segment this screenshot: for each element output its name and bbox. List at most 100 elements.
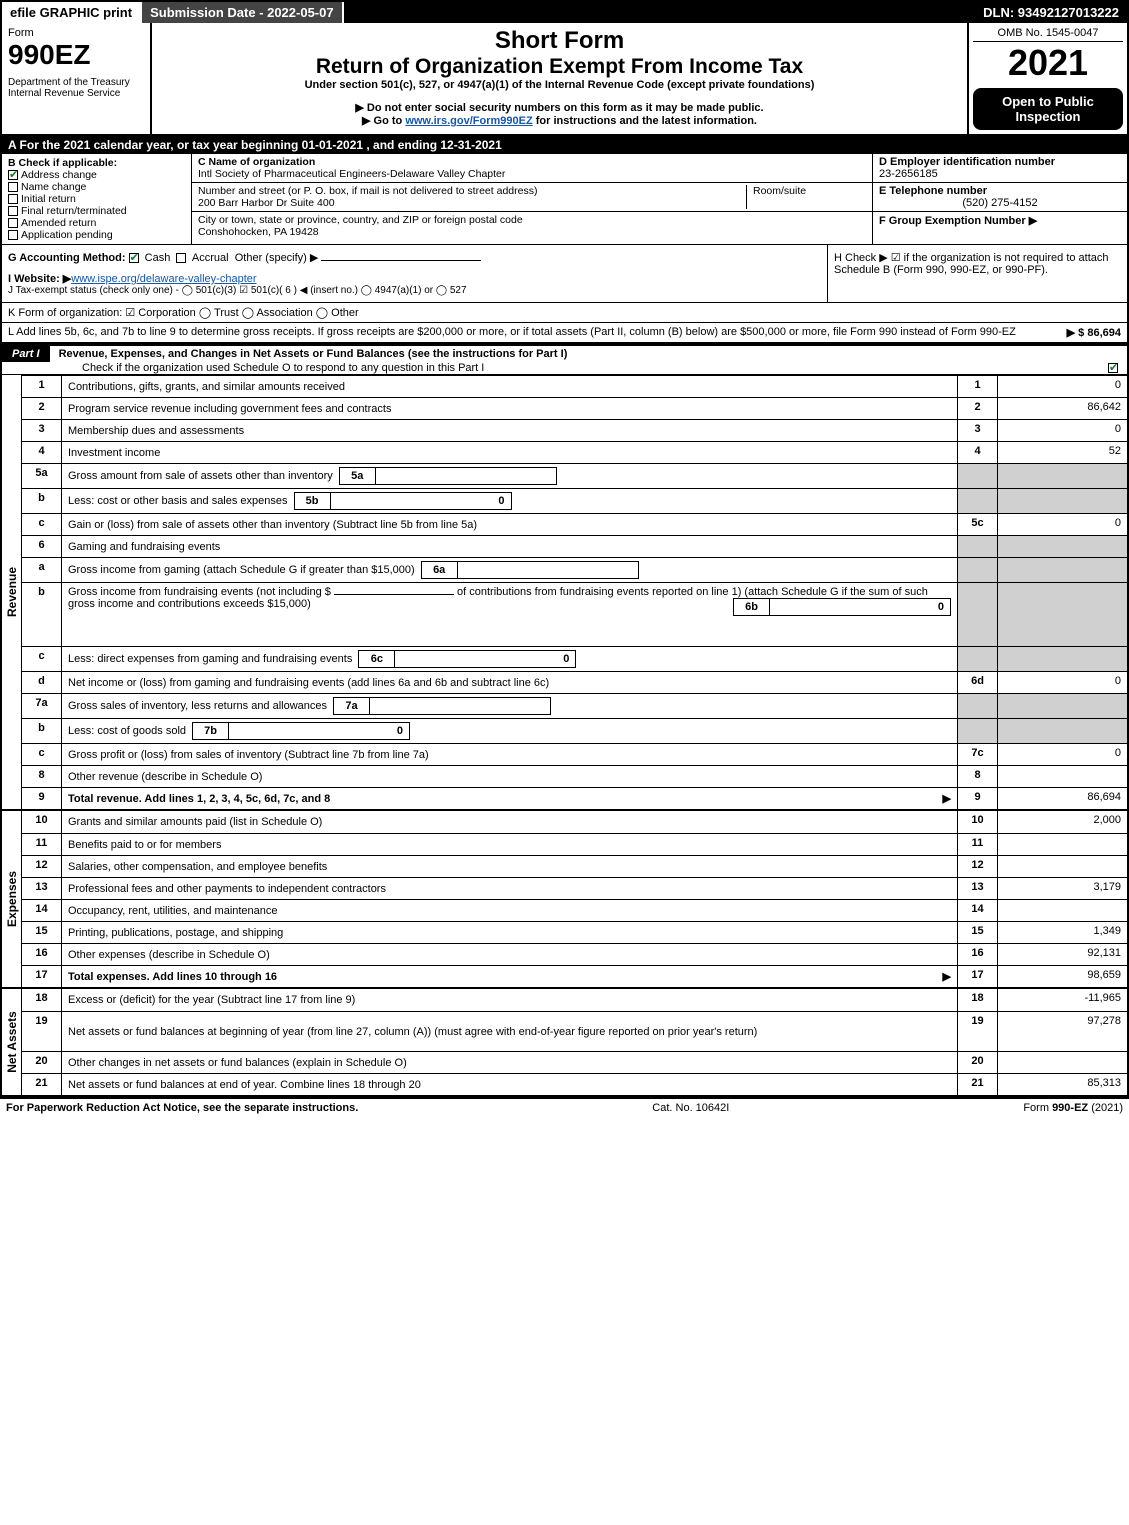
b-label: B Check if applicable: (8, 157, 185, 169)
contrib-input[interactable] (334, 594, 454, 595)
line-4: 4Investment income452 (22, 441, 1127, 463)
note-1: ▶ Do not enter social security numbers o… (158, 101, 961, 114)
l-value: ▶ $ 86,694 (1067, 326, 1121, 339)
form-990ez: efile GRAPHIC print Submission Date - 20… (0, 0, 1129, 1097)
b-opt-1[interactable]: Name change (8, 181, 185, 193)
omb-number: OMB No. 1545-0047 (973, 27, 1123, 42)
checkbox-icon[interactable] (8, 206, 18, 216)
phone-value: (520) 275-4152 (879, 197, 1121, 209)
k-line: K Form of organization: ☑ Corporation ◯ … (2, 303, 1127, 323)
line-5b: bLess: cost or other basis and sales exp… (22, 488, 1127, 513)
open-inspection-badge: Open to Public Inspection (973, 88, 1123, 130)
b-opt-3[interactable]: Final return/terminated (8, 205, 185, 217)
net-assets-section: Net Assets 18Excess or (deficit) for the… (2, 987, 1127, 1095)
line-17: 17Total expenses. Add lines 10 through 1… (22, 965, 1127, 987)
line-6a: aGross income from gaming (attach Schedu… (22, 557, 1127, 582)
line-6: 6Gaming and fundraising events (22, 535, 1127, 557)
checkbox-icon[interactable] (8, 170, 18, 180)
line-12: 12Salaries, other compensation, and empl… (22, 855, 1127, 877)
part-i-sub: Check if the organization used Schedule … (2, 360, 490, 376)
h-box: H Check ▶ ☑ if the organization is not r… (827, 245, 1127, 302)
note-2: ▶ Go to www.irs.gov/Form990EZ for instru… (158, 114, 961, 127)
f-label: F Group Exemption Number ▶ (879, 215, 1037, 227)
checkbox-icon[interactable] (129, 253, 139, 263)
page-footer: For Paperwork Reduction Act Notice, see … (0, 1097, 1129, 1117)
room-suite: Room/suite (746, 185, 866, 209)
line-6d: dNet income or (loss) from gaming and fu… (22, 671, 1127, 693)
i-label: I Website: ▶ (8, 273, 71, 285)
footer-right: Form 990-EZ (2021) (1023, 1102, 1123, 1114)
section-def: D Employer identification number 23-2656… (872, 154, 1127, 244)
footer-left: For Paperwork Reduction Act Notice, see … (6, 1102, 358, 1114)
c-city-label: City or town, state or province, country… (198, 214, 523, 226)
org-name: Intl Society of Pharmaceutical Engineers… (198, 168, 505, 180)
ein-value: 23-2656185 (879, 168, 938, 180)
line-15: 15Printing, publications, postage, and s… (22, 921, 1127, 943)
org-city: Conshohocken, PA 19428 (198, 226, 319, 238)
website-link[interactable]: www.ispe.org/delaware-valley-chapter (71, 273, 256, 285)
submission-date: Submission Date - 2022-05-07 (142, 2, 344, 23)
line-19: 19Net assets or fund balances at beginni… (22, 1011, 1127, 1051)
line-3: 3Membership dues and assessments30 (22, 419, 1127, 441)
line-7c: cGross profit or (loss) from sales of in… (22, 743, 1127, 765)
org-address: 200 Barr Harbor Dr Suite 400 (198, 197, 335, 209)
line-18: 18Excess or (deficit) for the year (Subt… (22, 989, 1127, 1011)
line-8: 8Other revenue (describe in Schedule O)8 (22, 765, 1127, 787)
expenses-section: Expenses 10Grants and similar amounts pa… (2, 809, 1127, 987)
checkbox-icon[interactable] (8, 230, 18, 240)
efile-label: efile GRAPHIC print (2, 2, 142, 23)
line-7b: bLess: cost of goods sold7b0 (22, 718, 1127, 743)
line-6c: cLess: direct expenses from gaming and f… (22, 646, 1127, 671)
c-addr-label: Number and street (or P. O. box, if mail… (198, 185, 537, 197)
checkbox-icon[interactable] (8, 218, 18, 228)
form-number: 990EZ (8, 39, 144, 71)
line-10: 10Grants and similar amounts paid (list … (22, 811, 1127, 833)
line-6b: bGross income from fundraising events (n… (22, 582, 1127, 646)
line-21: 21Net assets or fund balances at end of … (22, 1073, 1127, 1095)
line-2: 2Program service revenue including gover… (22, 397, 1127, 419)
checkbox-icon[interactable] (1108, 363, 1118, 373)
revenue-side-label: Revenue (2, 375, 22, 809)
c-label: C Name of organization (198, 156, 315, 168)
footer-mid: Cat. No. 10642I (652, 1102, 729, 1114)
line-16: 16Other expenses (describe in Schedule O… (22, 943, 1127, 965)
l-line: L Add lines 5b, 6c, and 7b to line 9 to … (2, 323, 1127, 344)
other-specify-input[interactable] (321, 260, 481, 261)
section-c: C Name of organization Intl Society of P… (192, 154, 872, 244)
under-section: Under section 501(c), 527, or 4947(a)(1)… (158, 79, 961, 91)
header-grid: B Check if applicable: Address change Na… (2, 154, 1127, 245)
part-i-header: Part I Revenue, Expenses, and Changes in… (2, 344, 1127, 375)
d-label: D Employer identification number (879, 156, 1055, 168)
return-title: Return of Organization Exempt From Incom… (158, 55, 961, 79)
checkbox-icon[interactable] (8, 194, 18, 204)
b-opt-0[interactable]: Address change (8, 169, 185, 181)
line-13: 13Professional fees and other payments t… (22, 877, 1127, 899)
b-opt-5[interactable]: Application pending (8, 229, 185, 241)
l-text: L Add lines 5b, 6c, and 7b to line 9 to … (8, 326, 1067, 339)
checkbox-icon[interactable] (176, 253, 186, 263)
line-7a: 7aGross sales of inventory, less returns… (22, 693, 1127, 718)
line-1: 1Contributions, gifts, grants, and simil… (22, 375, 1127, 397)
checkbox-icon[interactable] (8, 182, 18, 192)
section-b: B Check if applicable: Address change Na… (2, 154, 192, 244)
line-5c: cGain or (loss) from sale of assets othe… (22, 513, 1127, 535)
dln: DLN: 93492127013222 (975, 2, 1127, 23)
expenses-side-label: Expenses (2, 811, 22, 987)
b-opt-2[interactable]: Initial return (8, 193, 185, 205)
line-20: 20Other changes in net assets or fund ba… (22, 1051, 1127, 1073)
b-opt-4[interactable]: Amended return (8, 217, 185, 229)
g-label: G Accounting Method: (8, 252, 129, 264)
line-9: 9Total revenue. Add lines 1, 2, 3, 4, 5c… (22, 787, 1127, 809)
header-row: Form 990EZ Department of the Treasury In… (2, 23, 1127, 136)
e-label: E Telephone number (879, 185, 987, 197)
line-11: 11Benefits paid to or for members11 (22, 833, 1127, 855)
row-gh: G Accounting Method: Cash Accrual Other … (2, 245, 1127, 303)
irs-link[interactable]: www.irs.gov/Form990EZ (405, 115, 532, 127)
short-form-title: Short Form (158, 27, 961, 55)
tax-year: 2021 (973, 42, 1123, 84)
line-5a: 5aGross amount from sale of assets other… (22, 463, 1127, 488)
revenue-section: Revenue 1Contributions, gifts, grants, a… (2, 375, 1127, 809)
j-line: J Tax-exempt status (check only one) - ◯… (8, 285, 821, 296)
form-word: Form (8, 27, 144, 39)
line-14: 14Occupancy, rent, utilities, and mainte… (22, 899, 1127, 921)
